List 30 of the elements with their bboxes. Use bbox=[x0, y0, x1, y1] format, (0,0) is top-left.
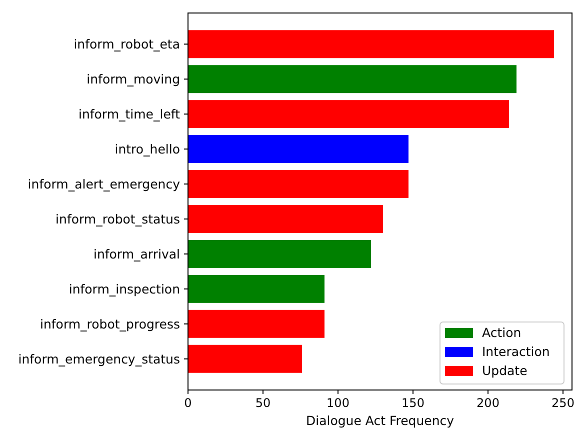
y-tick-label: intro_hello bbox=[114, 142, 180, 157]
x-tick-label: 150 bbox=[402, 396, 424, 410]
bar bbox=[188, 344, 302, 373]
x-tick-label: 100 bbox=[326, 396, 350, 410]
x-axis-title: Dialogue Act Frequency bbox=[306, 413, 455, 428]
y-tick-label: inform_inspection bbox=[68, 281, 180, 296]
bar bbox=[188, 204, 383, 233]
x-tick-label: 200 bbox=[476, 396, 500, 410]
bar bbox=[188, 170, 408, 198]
x-tick-label: 50 bbox=[255, 396, 271, 410]
legend-label: Update bbox=[482, 363, 528, 378]
bar bbox=[188, 100, 509, 128]
bar bbox=[188, 274, 324, 303]
bar bbox=[188, 240, 371, 268]
bar bbox=[188, 30, 554, 58]
y-tick-label: inform_robot_progress bbox=[40, 316, 180, 332]
x-tick-label: 0 bbox=[184, 396, 192, 410]
y-tick-label: inform_alert_emergency bbox=[28, 176, 181, 192]
x-tick-label: 250 bbox=[552, 396, 574, 410]
y-tick-label: inform_robot_eta bbox=[74, 36, 180, 52]
y-tick-label: inform_emergency_status bbox=[18, 351, 180, 366]
y-tick-label: inform_robot_status bbox=[56, 211, 180, 226]
bar bbox=[188, 65, 516, 94]
legend-label: Interaction bbox=[482, 344, 550, 359]
legend-label: Action bbox=[482, 325, 522, 340]
y-tick-label: inform_moving bbox=[86, 72, 180, 87]
y-tick-label: inform_time_left bbox=[78, 106, 180, 122]
y-tick-label: inform_arrival bbox=[93, 246, 180, 262]
bar bbox=[188, 310, 324, 338]
bar bbox=[188, 135, 408, 164]
